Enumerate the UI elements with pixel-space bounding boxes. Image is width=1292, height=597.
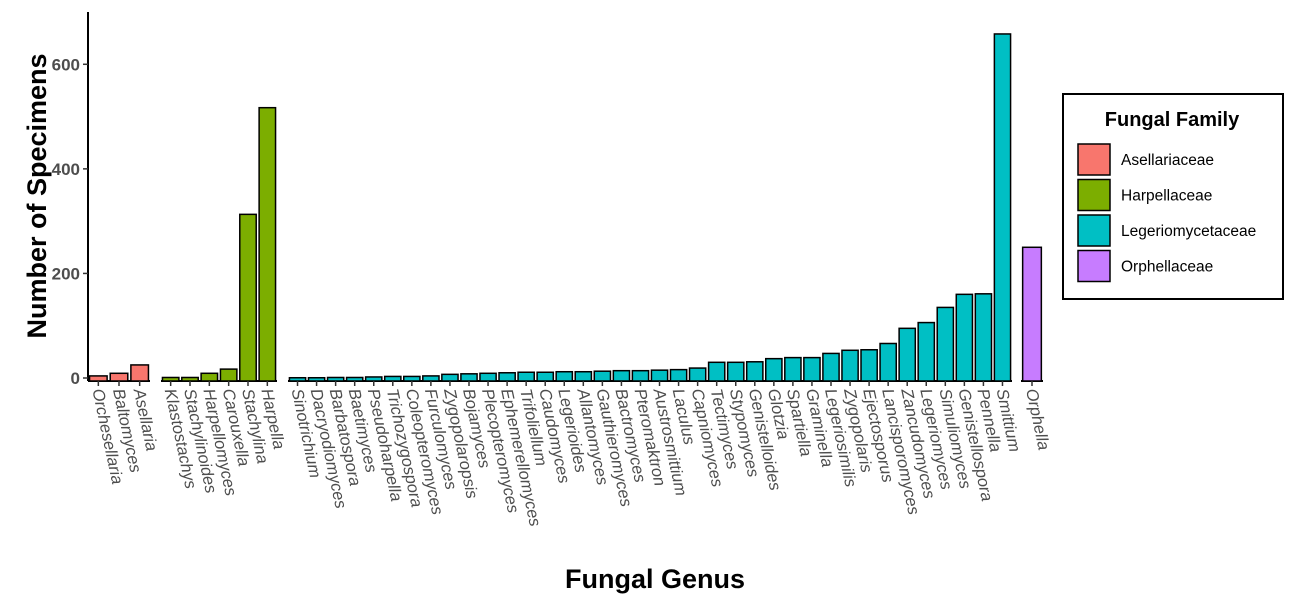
bar-ejectosporus [860,349,878,382]
bar-bactromyces [612,369,631,382]
bar-harpellomyces [200,372,219,382]
bar-zygopolaropsis [441,373,459,382]
legend-key-legeriomycetaceae [1077,214,1111,247]
y-tick-label: 200 [52,264,80,283]
bar-stachylina [239,213,257,382]
bar-barbatospora [326,376,345,382]
legend-key-harpellaceae [1077,178,1111,212]
bar-sinotrichium [288,376,307,382]
bar-pseudoharpella [364,376,383,382]
bar-ephemerellomyces [498,372,516,382]
legend: Fungal Family Asellariaceae Harpellaceae Le… [1062,93,1284,300]
bar-gauthieromyces [593,370,612,382]
bar-orphella [1021,246,1043,382]
x-axis-title: Fungal Genus [565,564,745,594]
bar-pteromaktron [631,369,650,382]
bar-spartiella [784,356,802,382]
bar-klastostachys [161,376,180,382]
bar-coleopteromyces [402,375,421,382]
bar-legerioides [555,370,574,382]
bar-pennella [974,293,993,382]
bar-orchesellaria [88,375,108,382]
bar-stypomyces [726,361,745,382]
legend-key-orphellaceae [1077,249,1111,283]
bar-tectimyces [707,361,726,382]
y-tick-label: 400 [52,160,80,179]
bar-capniomyces [688,367,707,382]
legend-label-harpellaceae: Harpellaceae [1121,188,1212,205]
y-tick-label: 600 [52,55,80,74]
panel-harpellaceae: KlastostachysStachylinoidesHarpellomyces… [161,106,288,498]
bar-stachylinoides [181,376,199,382]
legend-key-asellariaceae [1077,143,1111,176]
bar-dacryodiomyces [307,376,326,382]
legend-label-orphellaceae: Orphellaceae [1121,259,1213,276]
bar-graminella [803,356,821,382]
bar-furculomyces [422,375,440,382]
bar-zygopolaris [841,349,859,382]
y-axis-title: Number of Specimens [22,53,52,338]
bar-allantomyces [574,370,593,382]
legend-label-legeriomycetaceae: Legeriomycetaceae [1121,223,1256,240]
bar-baltomyces [109,372,129,382]
y-axis: 0 200 400 600 [52,12,89,388]
bar-smittium [993,33,1012,382]
x-tick-label: Orphella [1022,387,1053,452]
bar-trichozygospora [383,375,402,382]
bar-zancudomyces [898,327,917,382]
bar-lancisporomyces [879,342,898,382]
bar-caudomyces [536,371,555,382]
bar-legeriosimilis [822,352,840,382]
bar-laculus [669,368,688,382]
bar-trifoliellum [517,371,536,382]
bar-bojamyces [460,373,478,382]
bar-glotzia [764,357,783,382]
legend-title: Fungal Family [1105,109,1240,131]
bar-plecopteromyces [479,372,497,382]
bar-simuliomyces [936,306,955,382]
bar-legeriomyces [917,321,936,382]
bar-asellaria [130,364,150,382]
y-tick-label: 0 [71,369,80,388]
bar-genistelloides [745,361,764,382]
bar-harpella [258,106,277,382]
bar-austrosmittium [650,369,669,382]
bar-carouxella [219,368,238,382]
panel-legeriomycetaceae: SinotrichiumDacryodiomycesBarbatosporaBa… [288,33,1024,528]
legend-label-asellariaceae: Asellariaceae [1121,152,1214,169]
panel-orphellaceae: Orphella [1021,246,1053,452]
bar-baetimyces [345,376,364,382]
bar-genistellospora [955,293,974,382]
